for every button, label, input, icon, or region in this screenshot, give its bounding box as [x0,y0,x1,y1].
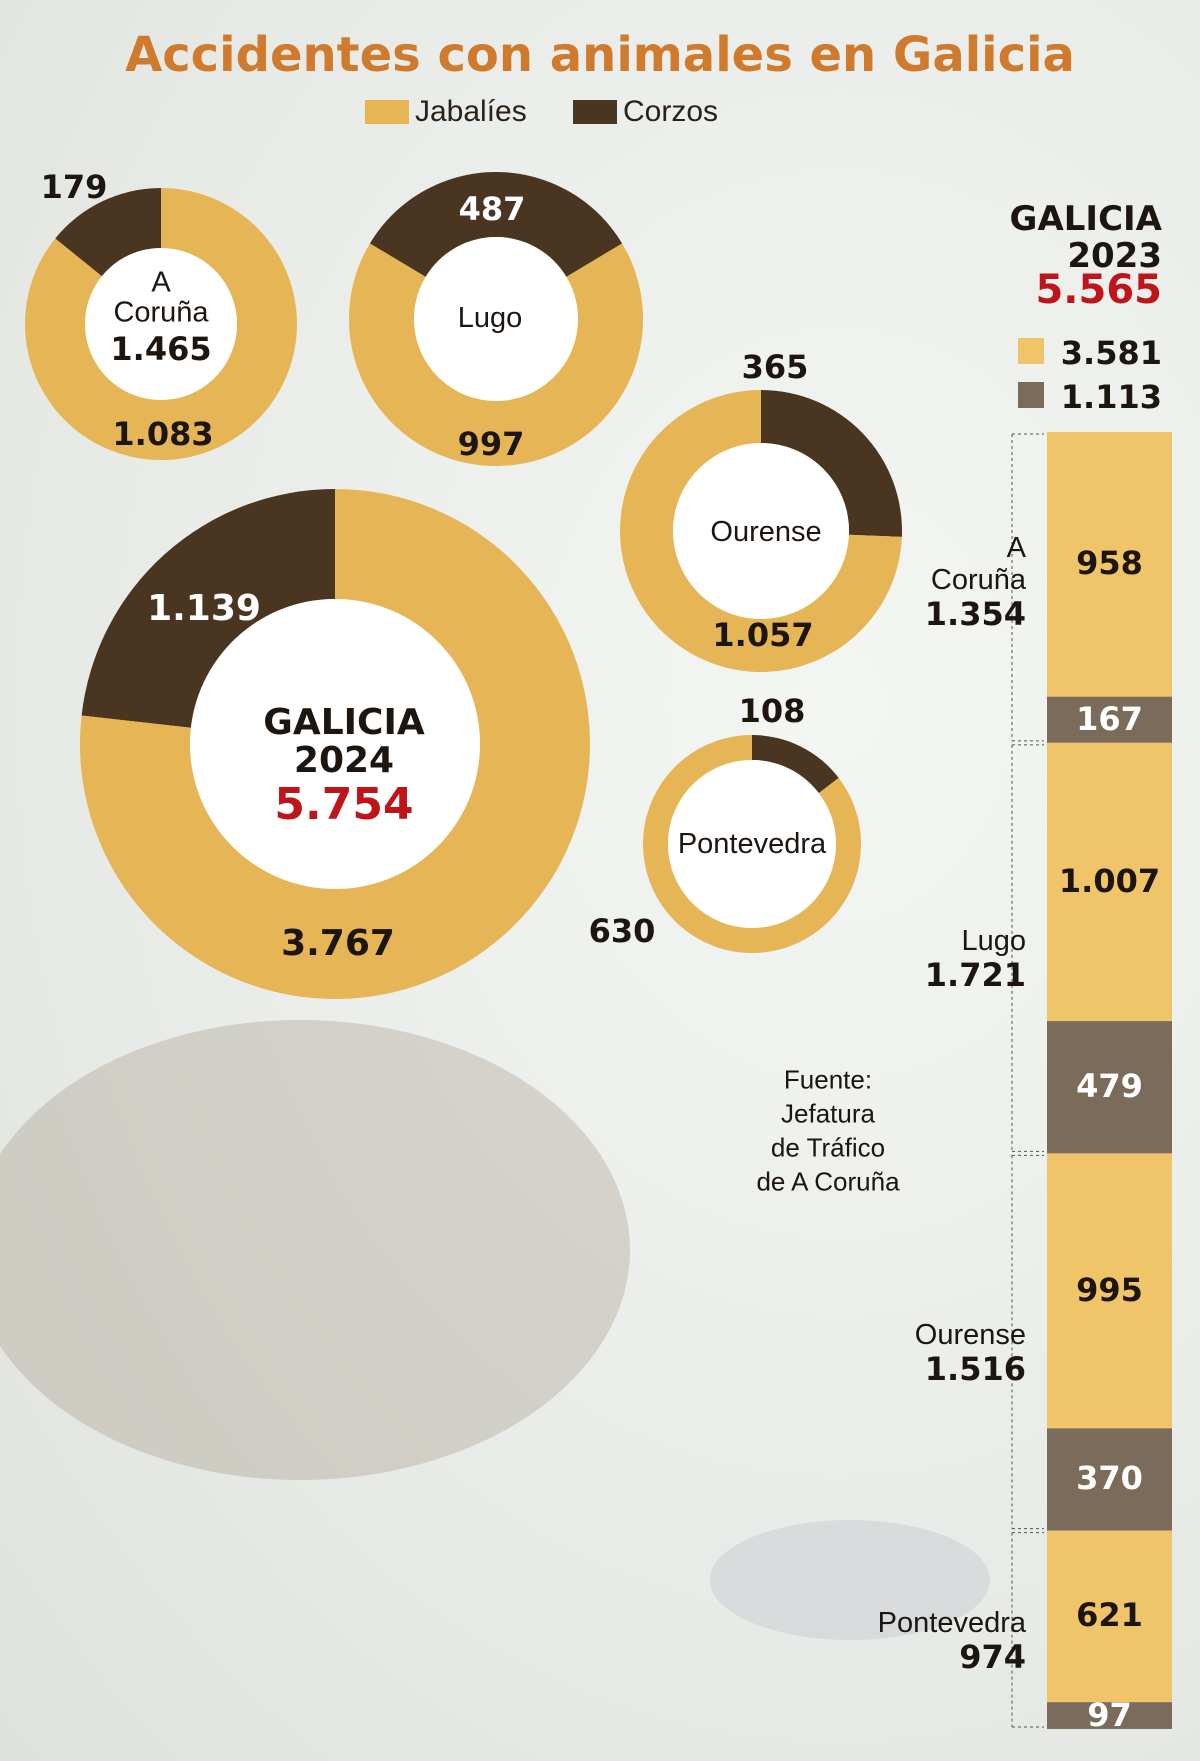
donut-segment [24,188,298,461]
bar-segment [1047,432,1172,697]
donut-label: 997 [457,425,525,464]
donut-segment [620,390,902,672]
legend-label: Jabalíes [415,95,527,128]
donut-hole [85,248,237,400]
donut-label: 3.767 [281,923,395,965]
donut-hole [190,599,480,889]
donut-name: Ourense [710,515,822,548]
region-label: Pontevedra 974 [877,1606,1026,1676]
region-total: 1.516 [924,1349,1026,1388]
legend-swatch [365,100,409,124]
bar-total: 5.565 [1035,267,1162,313]
legend-swatch [573,100,617,124]
legend-label: Corzos [623,95,718,128]
donut-segment [761,390,902,537]
bar-segment [1047,1021,1172,1154]
donut-title: GALICIA 2024 [263,702,425,781]
legend-total: 3.581 [1060,333,1162,372]
donut-name: A Coruña [113,266,209,329]
bar-segment [1047,1702,1172,1729]
donut-label: 630 [588,912,656,951]
bar-label: 167 [1076,699,1143,738]
source: Fuente: [783,1064,873,1095]
region-total: 974 [959,1637,1026,1676]
source: Jefatura [781,1098,875,1129]
region-total: 1.721 [924,955,1026,994]
donut-total: 5.754 [274,778,414,830]
legend-swatch [1018,338,1044,364]
bar-title: GALICIA 2023 [1009,199,1162,277]
region-name: Pontevedra [877,1606,1026,1639]
title: Accidentes con animales en Galicia [125,27,1075,83]
donut-label: 365 [741,348,809,387]
donut-name: Pontevedra [677,827,827,860]
region-label: A Coruña 1.354 [925,533,1026,632]
donut-segment [349,243,644,466]
region-label: Ourense 1.516 [914,1318,1026,1388]
region-name: A Coruña [930,532,1027,597]
donut-name: Lugo [457,301,523,334]
legend-swatch [1018,382,1044,408]
region-name: Ourense [914,1318,1026,1351]
donut-hole [673,443,849,619]
legend-total: 1.113 [1060,377,1162,416]
donut-segment [55,188,162,277]
bar-segment [1047,742,1172,1022]
bar-label: 97 [1087,1695,1132,1734]
bar-segment [1047,1530,1172,1703]
bar-label: 1.007 [1058,862,1161,901]
donut-label: 1.139 [147,588,261,630]
donut-label: 108 [738,692,806,731]
region-total: 1.354 [924,595,1026,634]
donut-segment [81,489,335,728]
bar-segment [1047,1428,1172,1531]
donut-label: 179 [40,168,108,207]
bar-label: 995 [1076,1271,1143,1310]
bar-label: 479 [1076,1067,1143,1106]
background-art [0,1020,630,1480]
donut-total: 1.465 [110,330,212,369]
region-name: Lugo [961,925,1026,958]
source: de Tráfico [770,1132,886,1163]
donut-segment [752,735,839,794]
donut-segment [369,171,623,277]
bar-label: 370 [1076,1459,1143,1498]
bar-label: 958 [1076,544,1143,583]
donut-hole [668,760,836,928]
region-label: Lugo 1.721 [924,925,1026,994]
donut-segment [79,489,590,999]
source: de A Coruña [756,1166,900,1197]
bar-segment [1047,696,1172,743]
donut-label: 487 [458,190,526,229]
bar-label: 621 [1076,1596,1143,1635]
background-art [710,1520,990,1640]
donut-hole [414,237,578,401]
donut-label: 1.083 [112,415,214,454]
bar-segment [1047,1153,1172,1429]
donut-label: 1.057 [712,616,814,655]
